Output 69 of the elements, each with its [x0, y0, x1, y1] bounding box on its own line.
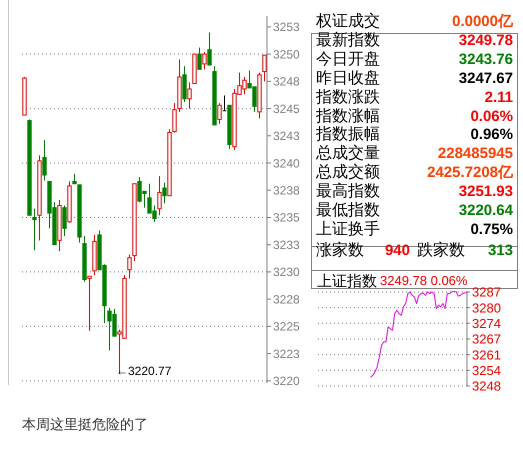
y-tick-label: 3235	[273, 210, 300, 225]
y-tick-label: 3280	[472, 300, 501, 316]
text: 最高指数	[316, 183, 380, 202]
y-tick-label: 3274	[472, 316, 501, 331]
candlestick	[32, 208, 37, 251]
candlestick	[197, 47, 202, 70]
text: 3220.64	[458, 202, 513, 220]
text: 本周这里挺危险的了	[22, 416, 148, 434]
text: 0.06%	[470, 108, 513, 126]
candlestick	[162, 182, 167, 204]
y-tick-label: 3220	[273, 374, 300, 388]
y-tick-label: 3248	[273, 74, 300, 89]
annotation: ←3220.77	[116, 364, 172, 378]
candlestick	[72, 173, 77, 184]
candlestick	[87, 276, 92, 332]
text: 今日开盘	[316, 50, 380, 69]
y-tick-label: 3225	[273, 320, 300, 334]
text: 上证换手	[316, 220, 380, 239]
y-tick-label: 3245	[273, 102, 300, 116]
y-tick-label: 3287	[472, 284, 501, 300]
y-tick-label: 3238	[273, 184, 300, 198]
y-tick-label: 3253	[273, 20, 300, 34]
text: 昨日收盘	[316, 70, 380, 88]
y-tick-label: 3248	[472, 378, 501, 394]
text: 228485945	[438, 145, 513, 164]
text: 总成交量	[316, 145, 380, 164]
text: 3249.78	[458, 32, 513, 50]
y-tick-label: 3261	[472, 347, 501, 362]
y-tick-label: 3230	[273, 265, 300, 280]
candlestick	[262, 54, 267, 82]
y-tick-label: 3243	[273, 129, 300, 144]
text: 940	[384, 242, 410, 260]
candlestick	[62, 204, 67, 236]
candlestick	[172, 102, 177, 134]
text: 2425.7208亿	[427, 164, 513, 182]
y-tick-label: 3233	[273, 238, 300, 252]
y-tick-label: 3250	[273, 47, 300, 62]
text: 3247.67	[458, 70, 513, 88]
text: 最低指数	[316, 202, 380, 220]
candlestick	[187, 82, 192, 110]
y-tick-label: 3223	[273, 346, 300, 361]
candlestick	[182, 66, 187, 103]
y-tick-label: 3228	[273, 292, 300, 306]
text: 313	[488, 242, 513, 260]
text: 3251.93	[458, 183, 513, 202]
candlestick	[157, 176, 162, 216]
text: 指数涨跌	[316, 88, 380, 107]
text: 3243.76	[458, 50, 513, 69]
y-tick-label: 3240	[273, 156, 300, 170]
candlestick	[207, 32, 212, 66]
text: 0.75%	[470, 220, 513, 239]
text: 跌家数	[417, 242, 465, 260]
y-tick-label: 3254	[472, 362, 501, 378]
candlestick	[42, 140, 47, 181]
y-tick-label: 3267	[472, 332, 501, 347]
text: 权证成交	[316, 13, 380, 31]
text: 0.0000亿	[452, 13, 513, 31]
chart-subtitle: 3249.78 0.06%	[380, 273, 468, 288]
text: 指数振幅	[316, 126, 380, 144]
text: 2.11	[484, 88, 513, 107]
chart-title: 上证指数	[317, 272, 377, 291]
line-series	[370, 291, 468, 378]
candlestick	[202, 51, 207, 70]
candlestick	[217, 102, 222, 124]
text: 0.96%	[470, 126, 513, 144]
text: 指数涨幅	[316, 108, 380, 126]
text: 最新指数	[316, 32, 380, 50]
text: 涨家数	[316, 242, 364, 260]
text: 总成交额	[316, 164, 380, 182]
